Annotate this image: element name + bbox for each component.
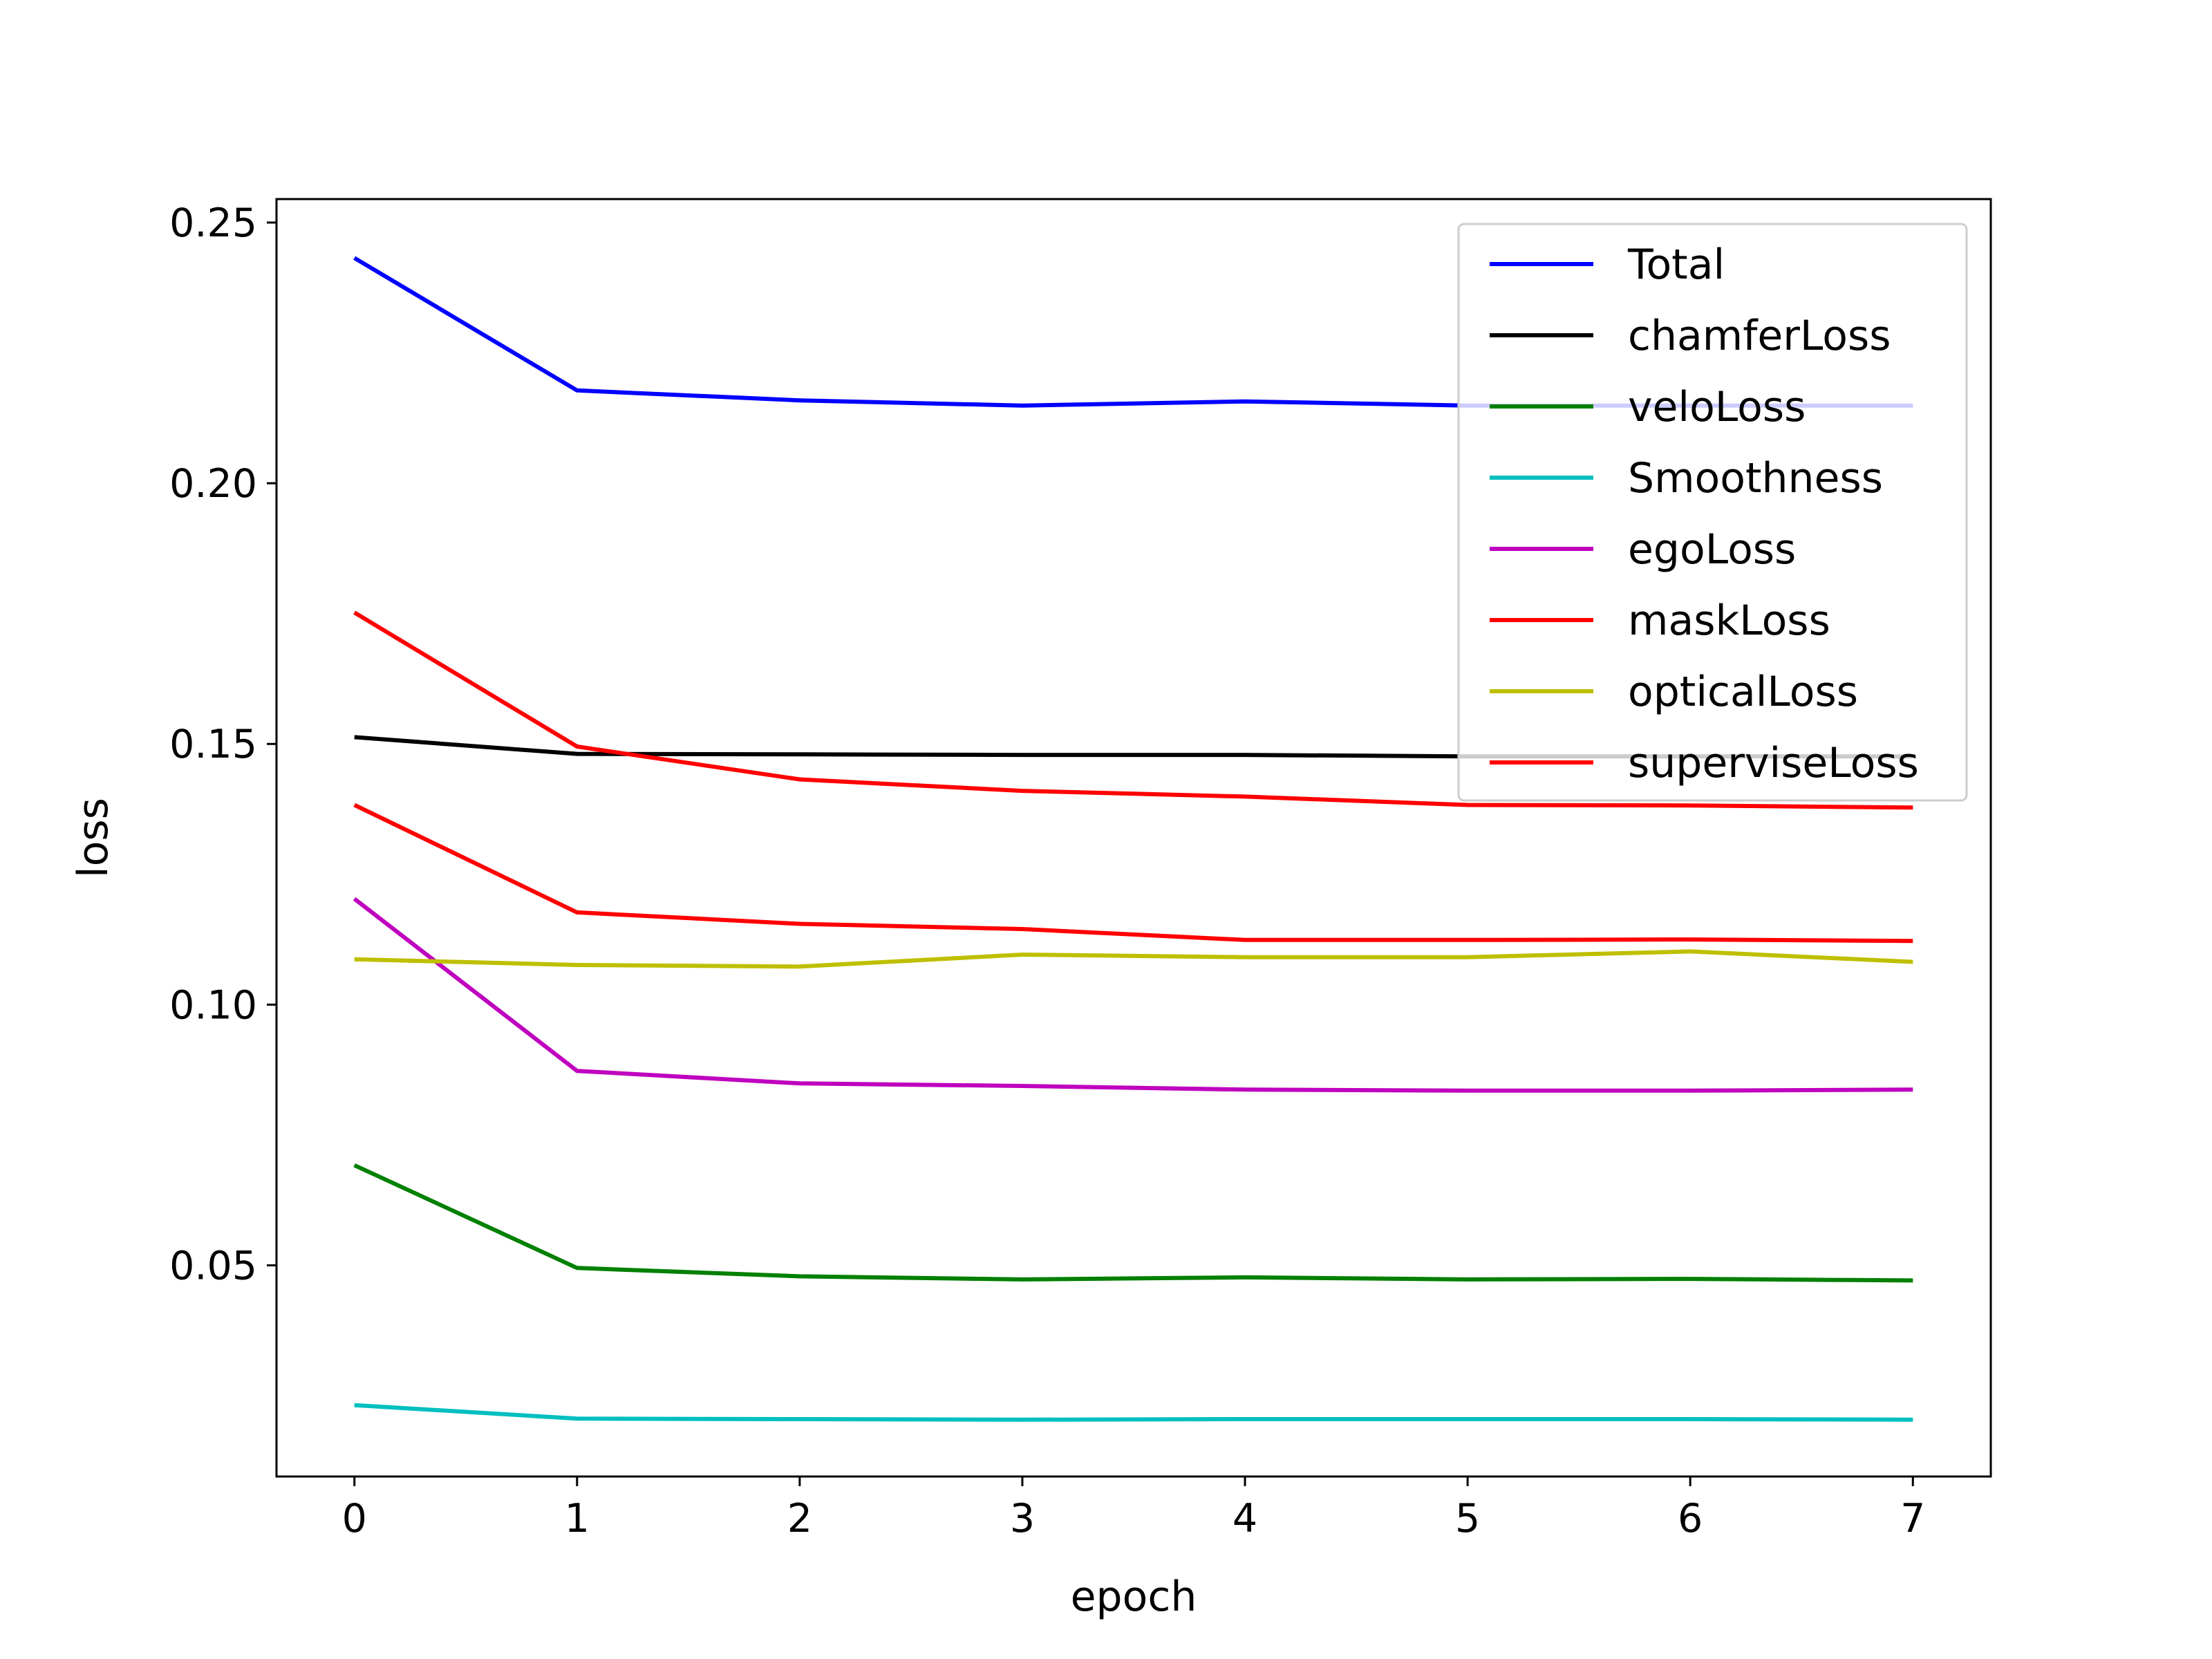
y-axis-label: loss [69, 798, 118, 878]
x-tick-label: 3 [1010, 1496, 1035, 1541]
y-tick-label: 0.05 [169, 1244, 257, 1289]
y-tick-label: 0.15 [169, 722, 257, 767]
x-axis: 0 1 2 3 4 5 6 7 [342, 1477, 1925, 1541]
y-axis: 0.05 0.10 0.15 0.20 0.25 [169, 200, 276, 1289]
y-tick-label: 0.25 [169, 200, 257, 246]
x-tick-label: 6 [1678, 1496, 1703, 1541]
legend-label-supervise-loss: superviseLoss [1628, 739, 1919, 787]
legend-label-mask-loss: maskLoss [1628, 597, 1830, 645]
series-line-optical-loss [354, 949, 1913, 969]
plot-lines [353, 256, 1913, 1422]
x-tick-label: 4 [1232, 1496, 1257, 1541]
legend-box [1457, 223, 1968, 802]
legend-label-total: Total [1627, 241, 1725, 289]
series-line-mask-loss [353, 803, 1913, 944]
legend-items: Total chamferLoss veloLoss Smoothness egoLos… [1490, 241, 1919, 787]
x-axis-label: epoch [1071, 1573, 1197, 1621]
y-tick-label: 0.10 [169, 982, 257, 1028]
legend: Total chamferLoss veloLoss Smoothness egoLos… [1457, 223, 1968, 802]
x-tick-label: 5 [1455, 1496, 1480, 1541]
plot-frame [275, 198, 1992, 1478]
series-line-smoothness [354, 1403, 1913, 1422]
legend-label-smoothness: Smoothness [1628, 454, 1883, 503]
x-tick-label: 0 [342, 1496, 367, 1541]
series-line-velo-loss [353, 1163, 1913, 1283]
series-line-ego-loss [353, 897, 1913, 1093]
x-tick-label: 2 [787, 1496, 812, 1541]
legend-label-ego-loss: egoLoss [1628, 525, 1796, 574]
legend-label-velo-loss: veloLoss [1628, 383, 1806, 431]
x-tick-label: 7 [1900, 1496, 1925, 1541]
legend-label-chamfer-loss: chamferLoss [1628, 312, 1891, 360]
y-tick-label: 0.20 [169, 461, 257, 507]
series-line-supervise-loss [353, 610, 1913, 810]
x-tick-label: 1 [565, 1496, 590, 1541]
legend-label-optical-loss: opticalLoss [1628, 668, 1858, 716]
